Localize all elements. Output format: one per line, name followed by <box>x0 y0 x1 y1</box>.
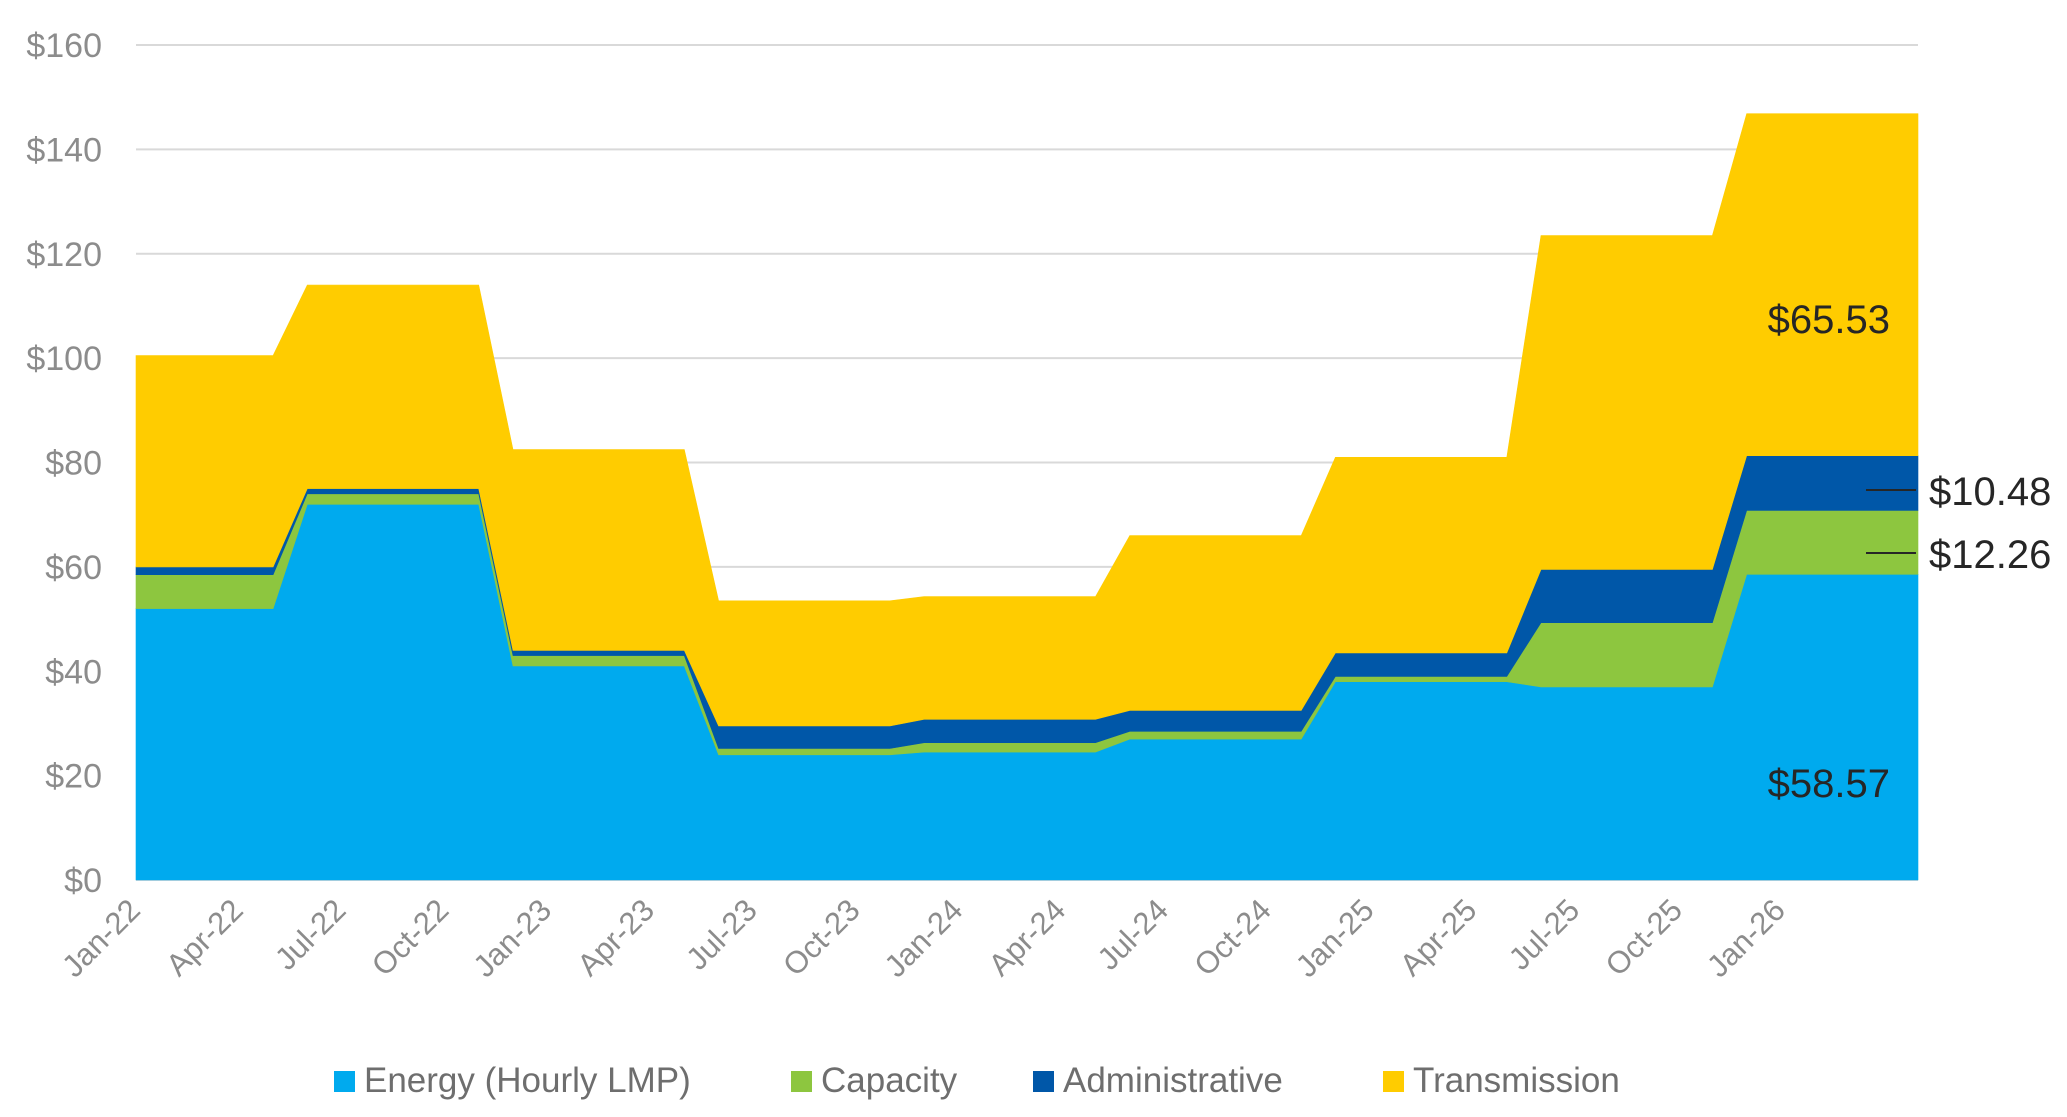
legend-swatch-administrative <box>1033 1071 1054 1092</box>
x-tick-label: Jul-25 <box>1502 892 1586 976</box>
y-tick-label: $160 <box>26 27 102 65</box>
legend-label-energy: Energy (Hourly LMP) <box>364 1061 691 1100</box>
x-tick-label: Jan-22 <box>55 892 147 984</box>
area-transmission <box>135 113 1919 727</box>
x-tick-label: Apr-22 <box>159 892 250 983</box>
x-tick-label: Jul-23 <box>679 892 763 976</box>
x-tick-label: Jul-22 <box>268 892 352 976</box>
y-tick-label: $20 <box>45 758 102 796</box>
capacity-value-label: $12.26 <box>1929 533 2051 577</box>
annotations: $65.53 $58.57 $10.48 $12.26 <box>1768 298 2052 806</box>
x-tick-label: Jan-23 <box>466 892 558 984</box>
x-tick-label: Oct-25 <box>1599 892 1690 983</box>
x-tick-label: Jan-25 <box>1289 892 1381 984</box>
x-tick-label: Apr-24 <box>982 892 1073 983</box>
x-tick-label: Jan-26 <box>1700 892 1792 984</box>
legend-swatch-capacity <box>791 1071 812 1092</box>
administrative-value-label: $10.48 <box>1929 470 2051 514</box>
legend: Energy (Hourly LMP) Capacity Administrat… <box>334 1061 1620 1100</box>
y-tick-label: $140 <box>26 131 102 169</box>
x-tick-label: Oct-24 <box>1187 892 1278 983</box>
y-tick-label: $100 <box>26 340 102 378</box>
energy-value-label: $58.57 <box>1768 762 1890 806</box>
x-tick-label: Jan-24 <box>878 892 970 984</box>
x-axis-ticks: Jan-22 Apr-22 Jul-22 Oct-22 Jan-23 Apr-23 Jul-… <box>55 892 1792 984</box>
x-tick-label: Apr-23 <box>570 892 661 983</box>
legend-label-transmission: Transmission <box>1413 1061 1620 1100</box>
legend-swatch-transmission <box>1383 1071 1404 1092</box>
legend-swatch-energy <box>334 1071 355 1092</box>
series-areas <box>135 113 1919 881</box>
y-axis-ticks: $0 $20 $40 $60 $80 $100 $120 $140 $160 <box>26 27 102 900</box>
x-tick-label: Jul-24 <box>1091 892 1175 976</box>
y-tick-label: $40 <box>45 653 102 691</box>
legend-label-capacity: Capacity <box>821 1061 958 1100</box>
y-tick-label: $0 <box>64 862 102 900</box>
x-tick-label: Oct-23 <box>776 892 867 983</box>
x-tick-label: Oct-22 <box>365 892 456 983</box>
y-tick-label: $80 <box>45 445 102 483</box>
y-tick-label: $120 <box>26 236 102 274</box>
x-tick-label: Apr-25 <box>1393 892 1484 983</box>
legend-label-administrative: Administrative <box>1063 1061 1283 1100</box>
y-tick-label: $60 <box>45 549 102 587</box>
transmission-value-label: $65.53 <box>1768 298 1890 342</box>
